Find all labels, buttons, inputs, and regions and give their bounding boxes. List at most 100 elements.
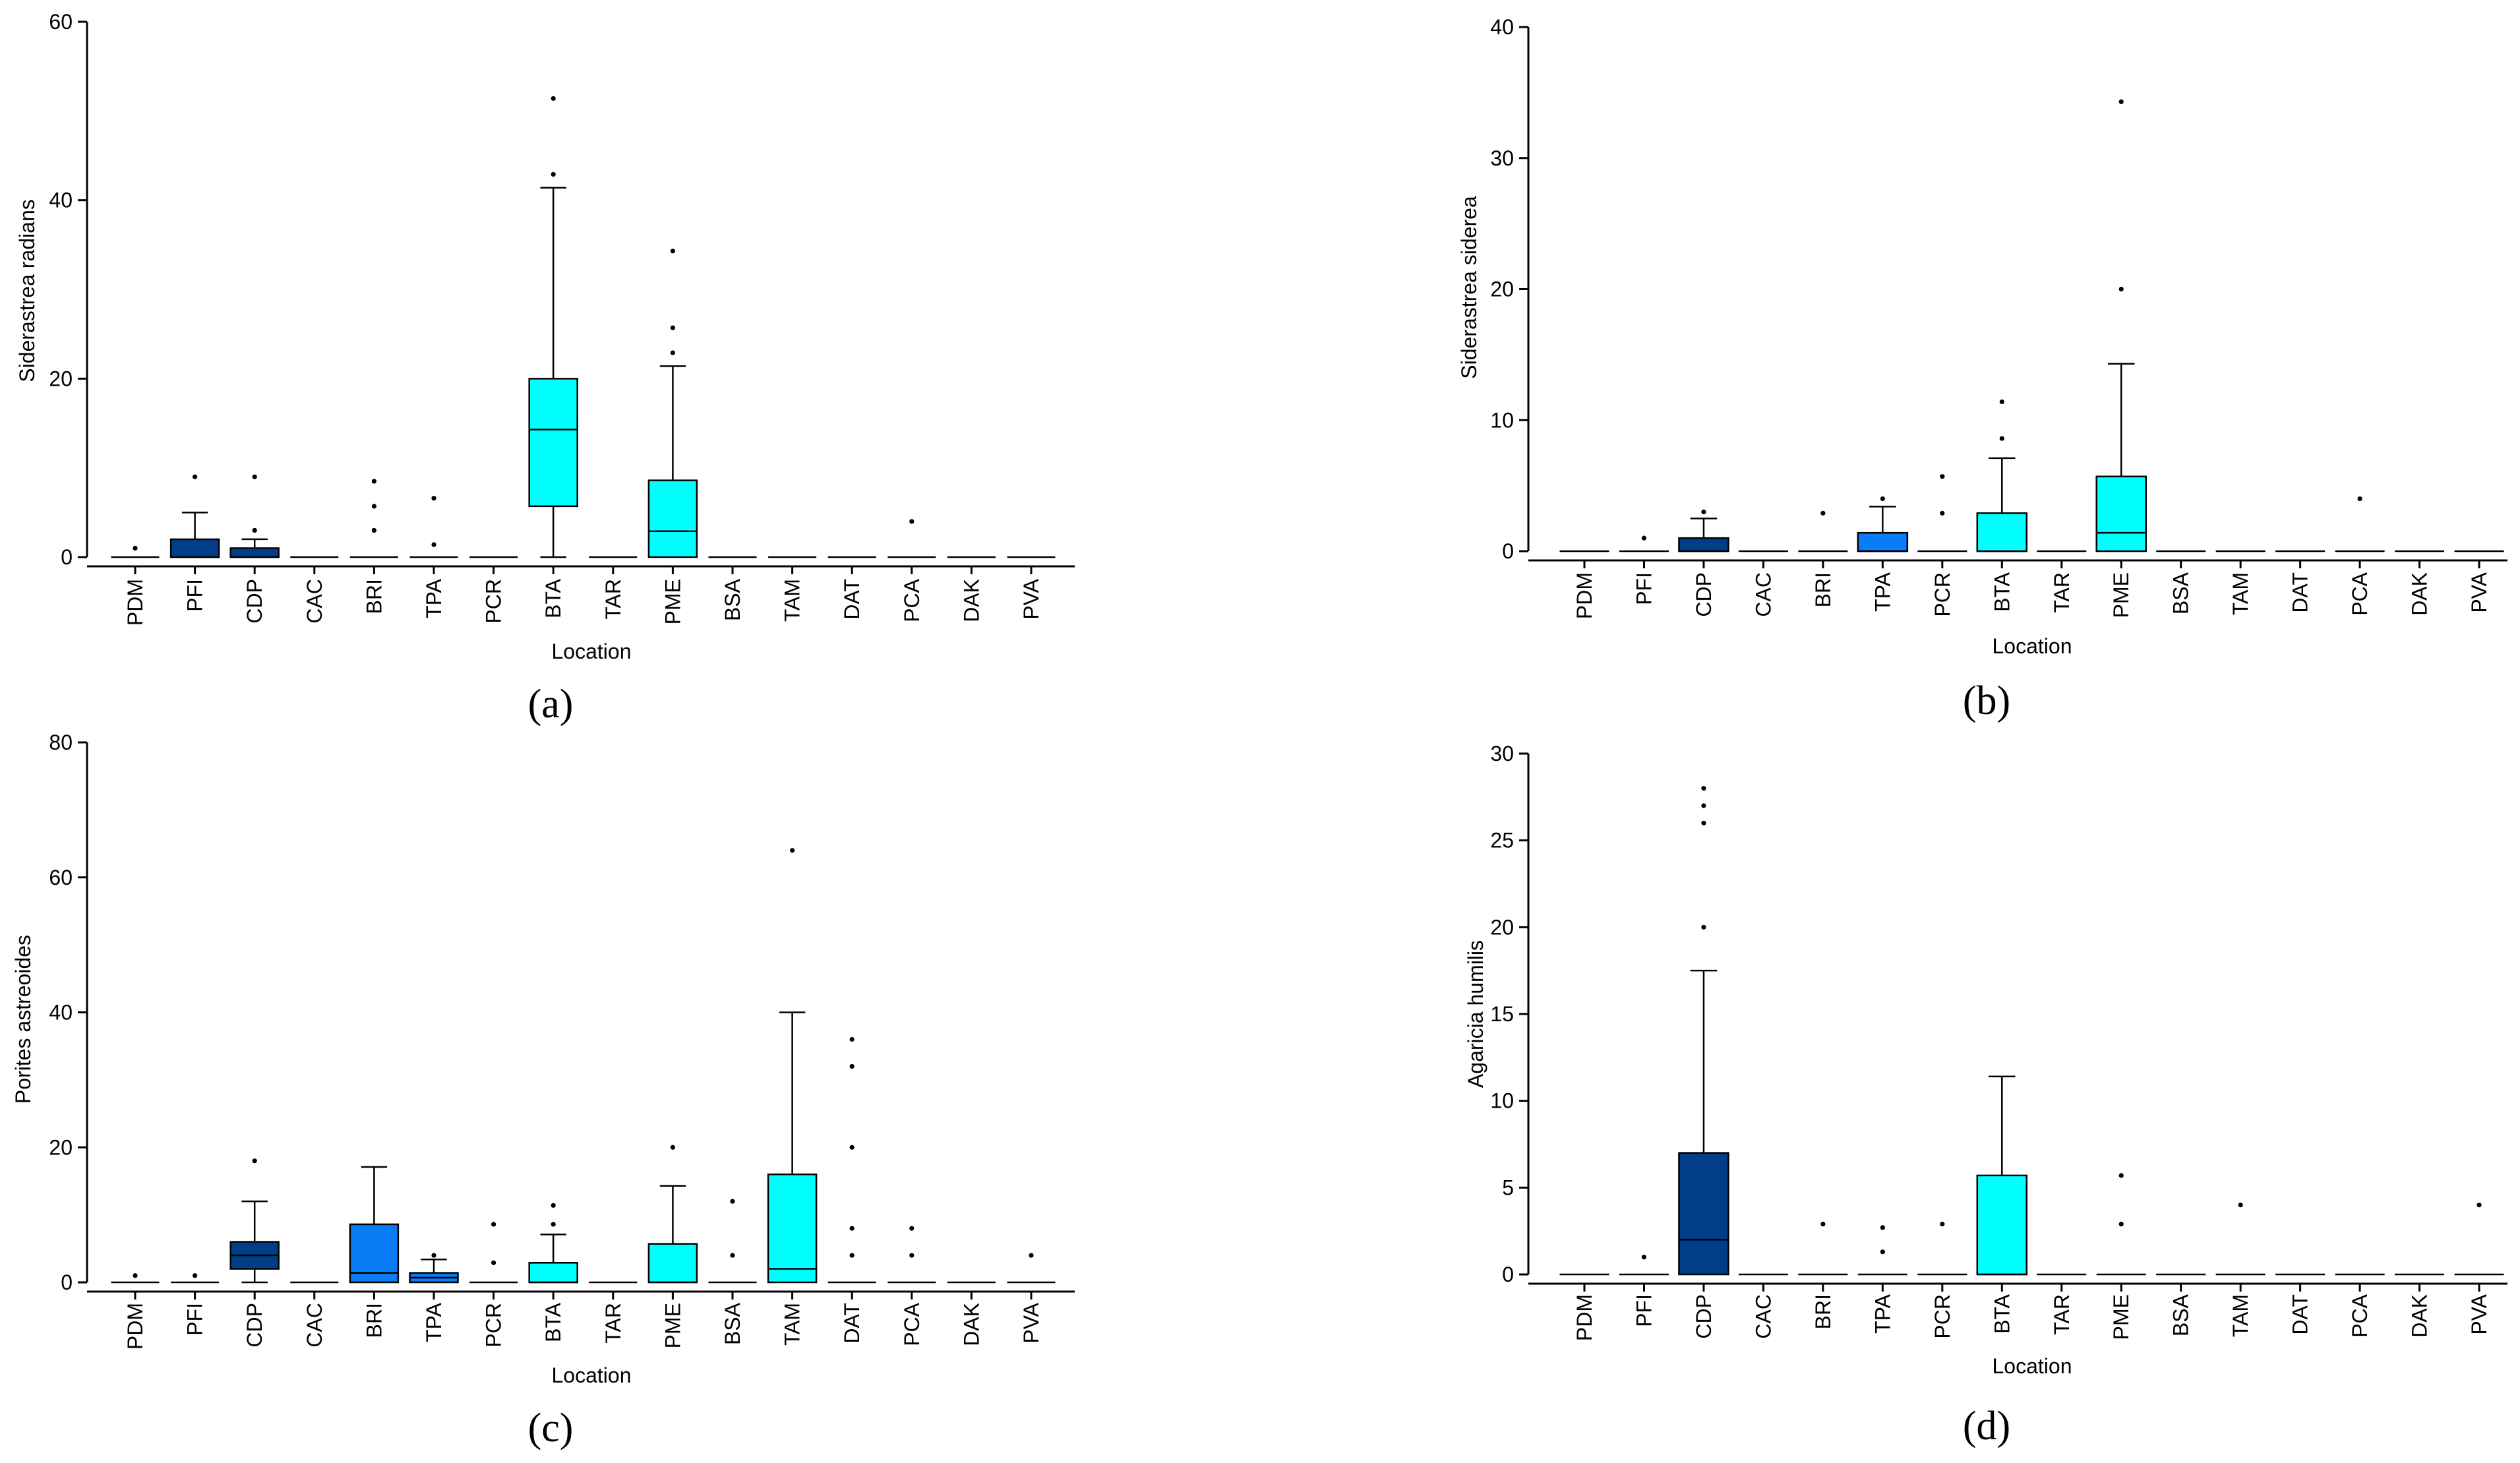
x-tick-label-b-pca: PCA [2348,572,2372,615]
box-c-bsa [708,1199,757,1284]
x-tick-label-a-tar: TAR [601,579,625,620]
outlier-point [1641,1255,1647,1260]
box-a-pme [647,249,698,558]
x-tick-label-c-dak: DAK [959,1303,983,1346]
x-tick-label-d-dat: DAT [2289,1294,2312,1335]
x-axis-title-d: Location [1993,1354,2072,1378]
box-c-bri [349,1166,400,1284]
box-a-cdp [229,474,280,558]
x-tick-label-a-pva: PVA [1019,578,1043,619]
outlier-point [551,96,556,101]
box-c-pva [1007,1253,1056,1284]
x-tick-label-d-bsa: BSA [2169,1294,2193,1336]
y-tick-label-c: 40 [49,1001,73,1025]
outlier-point [2476,1203,2482,1208]
outlier-point [133,545,138,551]
outlier-point [1880,496,1885,502]
y-tick-label-d: 25 [1490,829,1514,852]
panel-label-a: (a) [528,682,574,727]
box-b-pcr [1917,474,1967,552]
x-tick-label-a-pme: PME [661,579,684,624]
box-b-bri [1798,510,1848,552]
x-tick-label-a-cdp: CDP [243,579,266,624]
y-tick-label-d: 0 [1502,1263,1514,1286]
x-tick-label-c-tpa: TPA [422,1302,446,1342]
y-tick-label-c: 80 [49,731,73,754]
outlier-point [1641,535,1647,541]
panel-a: (a) Location Siderastrea radians 0 20 40 60… [15,10,1075,727]
x-tick-label-d-tpa: TPA [1871,1294,1894,1334]
y-tick-label-c: 0 [61,1270,73,1294]
outlier-point [849,1145,855,1150]
box-body [229,547,280,558]
x-tick-label-b-pcr: PCR [1931,572,1954,617]
box-body [647,479,698,558]
box-body [1976,512,2028,552]
outlier-point [1701,924,1706,930]
box-a-pca [887,519,936,558]
box-c-pfi [171,1273,220,1284]
x-tick-label-b-cdp: CDP [1692,572,1716,617]
box-a-pdm [111,545,160,558]
x-tick-label-b-bsa: BSA [2169,572,2193,614]
x-tick-label-a-pca: PCA [900,578,924,622]
x-tick-label-d-pcr: PCR [1931,1294,1954,1339]
box-b-tpa [1857,496,1909,552]
outlier-point [252,1158,257,1164]
outlier-point [1820,1222,1826,1227]
box-a-tpa [409,496,458,558]
x-tick-label-b-cac: CAC [1751,572,1775,617]
outlier-point [1701,786,1706,791]
box-c-pca [887,1226,936,1284]
outlier-point [849,1253,855,1258]
x-tick-label-c-bsa: BSA [721,1302,744,1345]
x-tick-label-a-pdm: PDM [123,579,147,626]
outlier-point [670,249,675,254]
y-tick-label-a: 40 [49,189,73,212]
y-tick-label-b: 10 [1490,408,1514,432]
y-tick-label-a: 20 [49,367,73,390]
y-axis-title-b: Siderastrea siderea [1457,196,1481,379]
x-tick-label-a-tpa: TPA [422,578,446,618]
box-body [647,1243,698,1284]
x-axis-title-a: Location [552,640,632,663]
x-tick-label-d-bta: BTA [1990,1294,2014,1334]
outlier-point [730,1253,735,1258]
box-c-pcr [469,1222,518,1284]
box-b-pfi [1619,535,1669,552]
outlier-point [670,350,675,355]
outlier-point [431,496,436,501]
x-tick-label-b-pdm: PDM [1573,572,1596,619]
x-tick-label-b-tar: TAR [2050,572,2074,613]
box-d-pva [2454,1203,2504,1276]
outlier-point [1999,399,2004,405]
outlier-point [491,1222,496,1227]
outlier-point [909,1253,915,1258]
outlier-point [2118,286,2124,292]
outlier-point [551,1222,556,1227]
outlier-point [1880,1225,1885,1230]
box-body [528,378,578,508]
x-axis-title-c: Location [552,1363,632,1387]
y-tick-label-d: 15 [1490,1002,1514,1026]
y-tick-label-d: 10 [1490,1089,1514,1113]
box-body [1678,1152,1729,1276]
panel-label-b: (b) [1963,678,2010,723]
box-c-pdm [111,1273,160,1284]
x-tick-label-c-tar: TAR [601,1303,625,1344]
outlier-point [1880,1249,1885,1255]
outlier-point [252,474,257,479]
outlier-point [193,474,198,479]
box-body [169,538,220,558]
box-body [2095,475,2147,552]
box-d-pcr [1917,1222,1967,1276]
box-c-tpa [409,1253,459,1284]
outlier-point [1940,1222,1945,1227]
y-axis-title-a: Siderastrea radians [15,199,39,382]
outlier-point [1029,1253,1034,1258]
box-d-cdp [1678,786,1729,1276]
x-tick-label-a-bri: BRI [362,579,386,614]
box-a-pfi [169,474,220,558]
outlier-point [2238,1203,2243,1208]
